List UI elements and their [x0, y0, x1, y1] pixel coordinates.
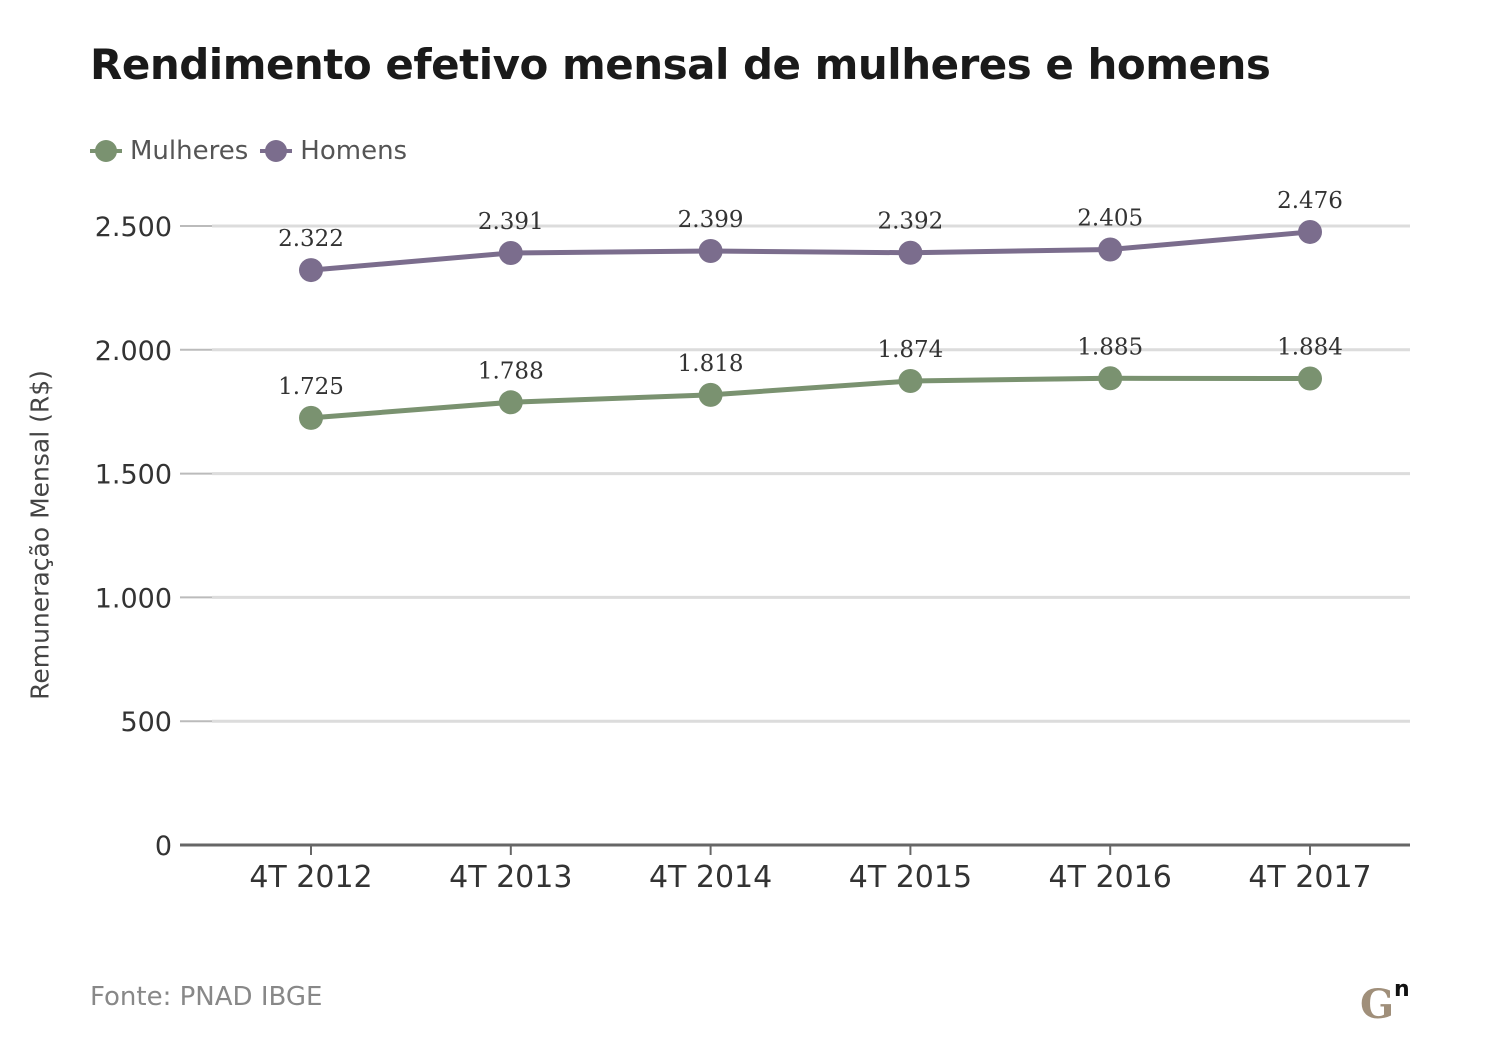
data-label-mulheres: 1.874	[877, 337, 943, 363]
source-note: Fonte: PNAD IBGE	[90, 982, 323, 1012]
x-tick-label: 4T 2016	[1049, 860, 1172, 895]
y-tick-label: 2.000	[95, 336, 172, 367]
x-tick-label: 4T 2014	[649, 860, 772, 895]
x-tick-label: 4T 2017	[1248, 860, 1371, 895]
data-label-homens: 2.322	[278, 226, 344, 252]
data-label-homens: 2.405	[1077, 206, 1143, 232]
data-point-homens	[898, 240, 923, 265]
data-point-homens	[498, 240, 523, 265]
svg-text:G: G	[1360, 981, 1394, 1024]
data-label-homens: 2.399	[678, 207, 744, 233]
data-point-mulheres	[698, 382, 723, 407]
series-line-mulheres	[310, 375, 1311, 421]
data-point-mulheres	[1298, 366, 1322, 391]
legend-item-mulheres[interactable]: Mulheres	[90, 136, 248, 166]
y-tick-label: 1.500	[95, 460, 172, 491]
data-point-mulheres	[898, 368, 923, 393]
chart-legend: Mulheres Homens	[90, 136, 419, 166]
data-label-mulheres: 1.788	[478, 358, 544, 384]
data-label-mulheres: 1.884	[1277, 335, 1343, 361]
legend-label-mulheres: Mulheres	[130, 136, 249, 166]
chart-title: Rendimento efetivo mensal de mulheres e …	[90, 40, 1271, 89]
svg-text:n: n	[1394, 977, 1410, 1002]
data-point-mulheres	[498, 390, 523, 415]
legend-swatch-homens	[260, 138, 293, 164]
data-point-homens	[698, 239, 723, 264]
data-point-homens	[1098, 237, 1123, 262]
series-line-homens	[310, 229, 1311, 273]
legend-label-homens: Homens	[300, 136, 408, 166]
data-label-homens: 2.391	[478, 209, 544, 235]
legend-swatch-mulheres	[90, 138, 122, 164]
y-tick-label: 500	[120, 707, 172, 738]
legend-item-homens[interactable]: Homens	[260, 136, 407, 166]
data-label-homens: 2.392	[877, 209, 943, 235]
data-point-mulheres	[299, 405, 323, 430]
data-label-homens: 2.476	[1277, 188, 1343, 214]
y-tick-label: 2.500	[95, 212, 172, 243]
data-point-homens	[1298, 219, 1322, 244]
data-point-mulheres	[1098, 366, 1123, 391]
x-tick-label: 4T 2012	[249, 860, 372, 895]
data-label-mulheres: 1.725	[278, 374, 344, 400]
data-label-mulheres: 1.885	[1077, 334, 1143, 360]
publisher-logo: G n	[1360, 977, 1410, 1024]
x-tick-label: 4T 2015	[849, 860, 972, 895]
data-point-homens	[299, 258, 323, 283]
x-tick-label: 4T 2013	[449, 860, 572, 895]
y-tick-label: 0	[155, 831, 172, 862]
data-label-mulheres: 1.818	[678, 351, 744, 377]
y-tick-label: 1.000	[95, 583, 172, 614]
